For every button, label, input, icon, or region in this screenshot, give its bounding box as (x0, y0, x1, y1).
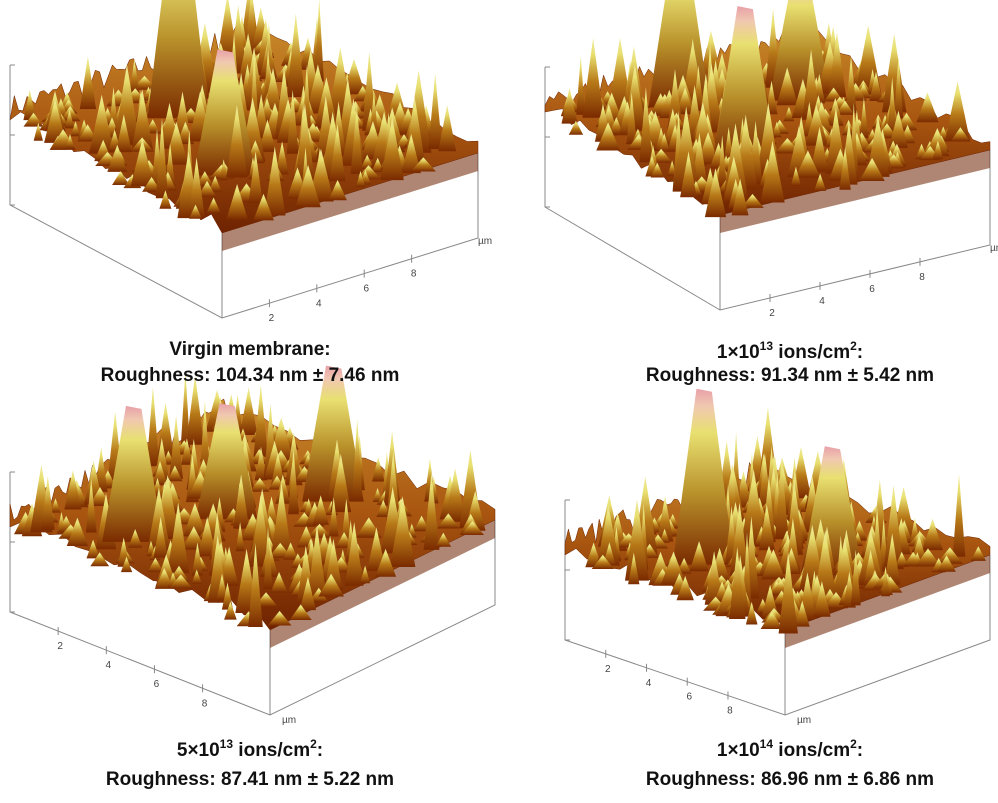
afm-panel: 2 4 6 8 µm (10, 366, 495, 726)
unit-exponent: 2 (850, 339, 857, 353)
unit-exponent: 2 (310, 737, 317, 751)
dose-exponent: 13 (220, 737, 233, 751)
caption-roughness: Roughness: 86.96 nm ± 6.86 nm (580, 770, 998, 789)
axis-tick-label: 8 (202, 698, 208, 709)
axis-tick-label: 2 (605, 664, 611, 675)
caption-title: 1×1014 ions/cm2: (580, 738, 998, 760)
dose-suffix: : (317, 740, 323, 761)
caption-title: Virgin membrane: (40, 340, 460, 359)
caption-roughness: Roughness: 104.34 nm ± 7.46 nm (40, 366, 460, 385)
axis-tick-label: 4 (819, 296, 825, 307)
afm-panel: 2 4 6 8 µm (545, 0, 998, 319)
unit-exponent: 2 (850, 737, 857, 751)
afm-panel: 2 4 6 8 µm (10, 0, 492, 324)
axis-tick-label: 6 (363, 284, 369, 295)
axis-tick-label: 8 (727, 706, 733, 717)
caption-roughness: Roughness: 91.34 nm ± 5.42 nm (580, 366, 998, 385)
dose-unit: ions/cm (233, 740, 310, 761)
spike (240, 387, 258, 435)
spike (576, 56, 585, 115)
caption-title: 1×1013 ions/cm2: (580, 340, 998, 362)
axis-unit: µm (282, 715, 296, 726)
figure: 2 4 6 8 µm 2 4 6 8 µm 2 4 6 8 µm 2 4 6 8 µm (0, 0, 998, 803)
dose-base: 1×10 (717, 342, 760, 363)
axis-tick-label: 6 (869, 284, 875, 295)
spike (157, 403, 175, 458)
dose-unit: ions/cm (773, 740, 850, 761)
axis-tick-label: 6 (686, 692, 692, 703)
axis-tick-label: 4 (646, 678, 652, 689)
axis-tick-label: 4 (106, 660, 112, 671)
spike (582, 38, 603, 118)
axis-tick-label: 4 (316, 298, 322, 309)
dose-suffix: : (857, 740, 863, 761)
axis-tick-label: 8 (411, 269, 417, 280)
caption-title: 5×1013 ions/cm2: (40, 738, 460, 760)
dose-exponent: 14 (760, 737, 773, 751)
axis-unit: µm (478, 236, 492, 247)
axis-tick-label: 2 (57, 641, 63, 652)
afm-panel: 2 4 6 8 µm (565, 389, 990, 726)
dose-unit: ions/cm (773, 342, 850, 363)
spike (882, 34, 907, 113)
axis-tick-label: 2 (269, 313, 275, 324)
caption-roughness: Roughness: 87.41 nm ± 5.22 nm (40, 770, 460, 789)
dose-exponent: 13 (760, 339, 773, 353)
dose-suffix: : (857, 342, 863, 363)
spike (428, 74, 442, 149)
axis-tick-label: 6 (154, 679, 160, 690)
dose-base: 1×10 (717, 740, 760, 761)
axis-tick-label: 8 (919, 272, 925, 283)
axis-unit: µm (797, 715, 811, 726)
title: Virgin membrane: (169, 339, 330, 360)
spike (953, 474, 966, 557)
dose-base: 5×10 (177, 740, 220, 761)
page: 2 4 6 8 µm 2 4 6 8 µm 2 4 6 8 µm 2 4 6 8 µm Virgin membrane… (0, 0, 998, 803)
axis-tick-label: 2 (769, 308, 775, 319)
axis-unit: µm (990, 243, 998, 254)
